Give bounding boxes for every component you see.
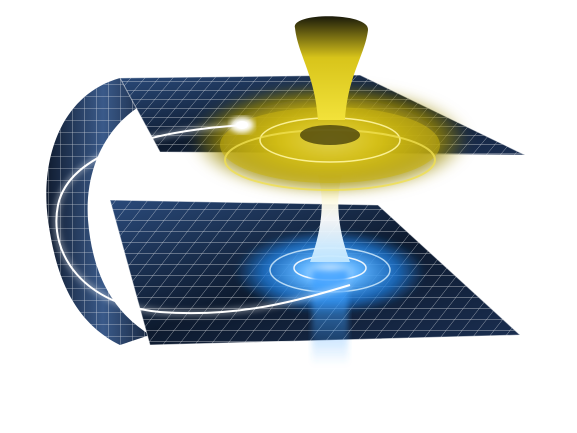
wormhole-throat [310, 175, 350, 262]
plume [294, 16, 369, 120]
light-trail [53, 117, 351, 317]
lower-spacetime-sheet [109, 199, 522, 365]
spacetime-fold [46, 78, 160, 345]
